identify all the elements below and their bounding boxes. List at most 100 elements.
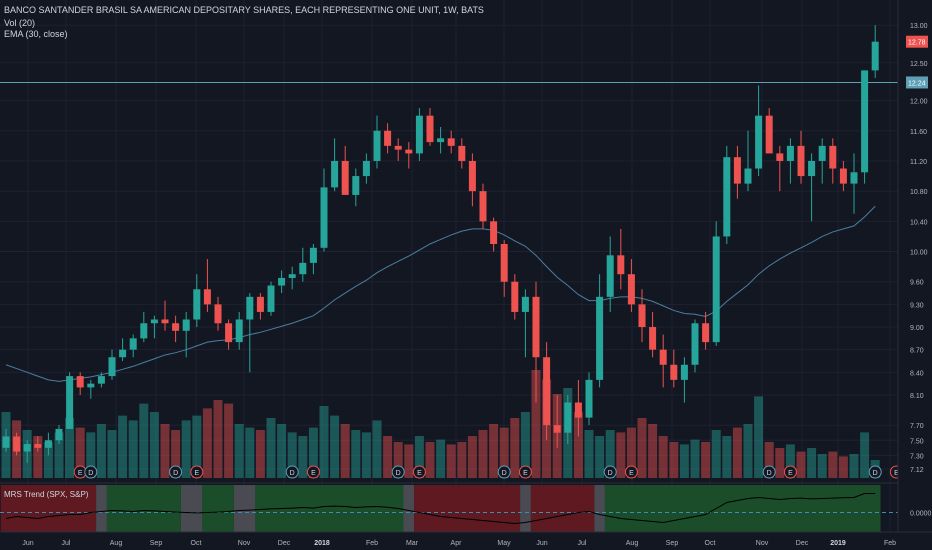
candle-body[interactable]: [553, 425, 561, 433]
price-axis[interactable]: [898, 0, 932, 532]
candle-body[interactable]: [490, 221, 498, 244]
dividend-marker[interactable]: [84, 465, 98, 479]
candle-body[interactable]: [702, 323, 710, 343]
candle-body[interactable]: [786, 145, 794, 161]
candle-body[interactable]: [172, 323, 180, 331]
dividend-marker[interactable]: [762, 465, 776, 479]
candle-body[interactable]: [744, 168, 752, 184]
candle-body[interactable]: [691, 323, 699, 365]
candle-body[interactable]: [733, 157, 741, 184]
candle-body[interactable]: [638, 304, 646, 328]
earnings-marker[interactable]: [783, 465, 797, 479]
candle-body[interactable]: [161, 319, 169, 324]
candle-body[interactable]: [839, 168, 847, 184]
candle-body[interactable]: [278, 277, 286, 286]
candle-body[interactable]: [808, 160, 816, 177]
candle-body[interactable]: [23, 444, 31, 452]
candle-body[interactable]: [182, 319, 190, 331]
candle-body[interactable]: [309, 247, 317, 263]
dividend-marker[interactable]: [285, 465, 299, 479]
candle-body[interactable]: [129, 338, 137, 350]
mrs-trend-legend[interactable]: MRS Trend (SPX, S&P): [4, 490, 89, 499]
candle-body[interactable]: [437, 138, 445, 143]
candle-body[interactable]: [670, 364, 678, 380]
candle-body[interactable]: [34, 444, 42, 448]
candle-body[interactable]: [829, 145, 837, 169]
candle-body[interactable]: [723, 157, 731, 237]
dividend-marker[interactable]: [497, 465, 511, 479]
candle-body[interactable]: [712, 236, 720, 343]
candle-body[interactable]: [564, 402, 572, 433]
candle-body[interactable]: [861, 70, 869, 173]
candle-body[interactable]: [66, 376, 74, 429]
candle-body[interactable]: [140, 323, 148, 339]
candle-body[interactable]: [755, 115, 763, 169]
candle-body[interactable]: [479, 191, 487, 222]
time-axis[interactable]: [0, 532, 932, 550]
volume-legend[interactable]: Vol (20): [4, 18, 36, 28]
candle-body[interactable]: [765, 115, 773, 154]
candle-body[interactable]: [246, 296, 254, 320]
candle-body[interactable]: [193, 289, 201, 320]
candle-body[interactable]: [373, 130, 381, 161]
candle-body[interactable]: [447, 138, 455, 146]
candle-body[interactable]: [44, 440, 52, 448]
candle-body[interactable]: [500, 244, 508, 282]
candle-body[interactable]: [574, 402, 582, 418]
candle-body[interactable]: [797, 145, 805, 177]
candle-body[interactable]: [108, 357, 116, 377]
candle-body[interactable]: [150, 319, 158, 324]
candle-body[interactable]: [362, 160, 370, 177]
candle-body[interactable]: [871, 41, 879, 71]
candle-body[interactable]: [627, 274, 635, 305]
candle-body[interactable]: [256, 296, 264, 312]
candle-body[interactable]: [415, 115, 423, 154]
candle-body[interactable]: [13, 436, 21, 452]
candle-body[interactable]: [235, 319, 243, 343]
dividend-marker[interactable]: [868, 465, 882, 479]
earnings-marker[interactable]: [412, 465, 426, 479]
candle-body[interactable]: [596, 296, 604, 380]
candle-body[interactable]: [680, 364, 688, 380]
candle-body[interactable]: [532, 296, 540, 358]
candle-body[interactable]: [458, 145, 466, 161]
candle-body[interactable]: [267, 285, 275, 312]
candle-body[interactable]: [76, 376, 84, 388]
candle-body[interactable]: [606, 255, 614, 297]
candle-body[interactable]: [331, 160, 339, 188]
candle-body[interactable]: [119, 349, 127, 358]
candle-body[interactable]: [468, 160, 476, 192]
earnings-marker[interactable]: [190, 465, 204, 479]
candle-body[interactable]: [2, 436, 10, 448]
candle-body[interactable]: [659, 349, 667, 365]
candle-body[interactable]: [543, 357, 551, 426]
candle-body[interactable]: [850, 172, 858, 184]
candle-body[interactable]: [320, 187, 328, 248]
candle-body[interactable]: [649, 327, 657, 350]
candle-body[interactable]: [341, 160, 349, 195]
candle-body[interactable]: [776, 153, 784, 161]
candle-body[interactable]: [617, 255, 625, 275]
candle-body[interactable]: [55, 428, 63, 441]
dividend-marker[interactable]: [391, 465, 405, 479]
earnings-marker[interactable]: [624, 465, 638, 479]
dividend-marker[interactable]: [169, 465, 183, 479]
candle-body[interactable]: [426, 115, 434, 143]
ema-legend[interactable]: EMA (30, close): [4, 29, 68, 39]
candle-body[interactable]: [203, 289, 211, 305]
candle-body[interactable]: [521, 296, 529, 312]
candle-body[interactable]: [225, 323, 233, 343]
candle-body[interactable]: [394, 145, 402, 150]
candle-body[interactable]: [214, 304, 222, 324]
earnings-marker[interactable]: [306, 465, 320, 479]
candle-body[interactable]: [288, 274, 296, 278]
candle-body[interactable]: [352, 176, 360, 195]
candle-body[interactable]: [818, 145, 826, 161]
candle-body[interactable]: [511, 281, 519, 312]
candle-body[interactable]: [97, 376, 105, 384]
candle-body[interactable]: [405, 149, 413, 154]
dividend-marker[interactable]: [603, 465, 617, 479]
earnings-marker[interactable]: [518, 465, 532, 479]
candle-body[interactable]: [87, 383, 95, 388]
